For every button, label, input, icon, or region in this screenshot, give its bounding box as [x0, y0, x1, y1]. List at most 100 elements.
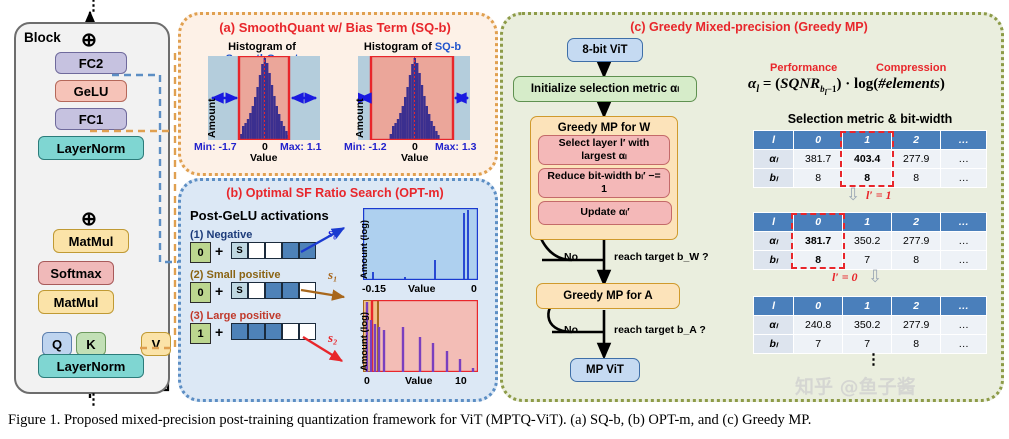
table1-rowhdr-b: bₗ — [752, 168, 795, 188]
panel-b-chart1-ylabel: Amount (log) — [359, 219, 370, 279]
node-k[interactable]: K — [76, 332, 106, 356]
node-gelu[interactable]: GeLU — [55, 80, 127, 102]
cell-sign-1: S — [231, 242, 248, 259]
table-row: αₗ 240.8 350.2 277.9 … — [752, 315, 987, 335]
flow-start[interactable]: 8-bit ViT — [567, 38, 643, 62]
node-softmax[interactable]: Softmax — [38, 261, 114, 285]
table2-alpha-1: 350.2 — [842, 231, 893, 251]
table1-alpha-1: 403.4 — [842, 149, 893, 169]
activation-row-2-cells: S — [231, 282, 316, 299]
formula-performance-label: Performance — [770, 62, 838, 74]
node-q[interactable]: Q — [42, 332, 72, 356]
table2-bits-1: 7 — [842, 250, 893, 270]
activation-row-3-cells — [231, 323, 316, 340]
table3-bits-3: … — [940, 334, 987, 354]
cell — [248, 242, 265, 259]
formula-compression-label: Compression — [876, 62, 947, 74]
cell — [282, 323, 299, 340]
table2-rowhdr-b: bₗ — [752, 250, 795, 270]
table2-bits-3: … — [940, 250, 987, 270]
hist1-zero-tick: 0 — [262, 141, 268, 153]
metric-table-1: l 0 1 2 … αₗ 381.7 403.4 277.9 … bₗ 8 8 … — [752, 130, 987, 188]
flow-no-label-1: No — [564, 251, 578, 263]
figure-caption: Figure 1. Proposed mixed-precision post-… — [8, 412, 812, 428]
table1-col-0: 0 — [793, 130, 844, 150]
table3-col-1: 1 — [842, 296, 893, 316]
node-layernorm-2[interactable]: LayerNorm — [38, 136, 144, 160]
table2-highlight-box — [791, 213, 845, 269]
tables-title: Selection metric & bit-width — [787, 112, 953, 126]
transition-arrow-1: ⇩ — [846, 185, 861, 204]
cell — [265, 323, 282, 340]
activation-row-2-bit: 0 — [190, 282, 211, 303]
hist2-ylabel: Amount — [354, 98, 366, 138]
table1-bits-0: 8 — [793, 168, 844, 188]
cell-sign-2: S — [231, 282, 248, 299]
cell — [265, 242, 282, 259]
panel-b-arrows — [300, 226, 346, 363]
hist2-title-highlight: SQ-b — [434, 41, 462, 53]
hist1-title-prefix: Histogram of — [228, 41, 296, 53]
node-layernorm-1[interactable]: LayerNorm — [38, 354, 144, 378]
tables-bottom-dots: ⋮ — [866, 351, 881, 368]
flow-no-label-2: No — [564, 324, 578, 336]
table-row: αₗ 381.7 403.4 277.9 … — [752, 149, 987, 169]
table3-col-3: … — [940, 296, 987, 316]
plus-sign-2: + — [215, 283, 224, 299]
transition-label-1: l′ = 1 — [866, 188, 892, 202]
cell — [282, 242, 299, 259]
panel-c-title: (c) Greedy Mixed-precision (Greedy MP) — [630, 20, 868, 34]
node-fc2[interactable]: FC2 — [55, 52, 127, 74]
flow-step-select-layer[interactable]: Select layer l′ with largest αₗ — [538, 135, 670, 165]
table1-bits-3: … — [940, 168, 987, 188]
table3-bits-0: 7 — [793, 334, 844, 354]
flow-step-reduce-bitwidth[interactable]: Reduce bit-width bₗ′ −= 1 — [538, 168, 670, 198]
block-top-dots: ⋮ — [86, 0, 101, 14]
activation-row-3-label: (3) Large positive — [190, 310, 282, 322]
table1-alpha-3: … — [940, 149, 987, 169]
table-row: l 0 1 2 … — [752, 212, 987, 232]
hist2-min-label: Min: -1.2 — [344, 141, 387, 153]
node-fc1[interactable]: FC1 — [55, 108, 127, 130]
node-v[interactable]: V — [141, 332, 171, 356]
table2-bits-0: 8 — [793, 250, 844, 270]
hist2-xlabel: Value — [401, 152, 429, 164]
panel-b-chart1-xmax: 0 — [471, 283, 477, 295]
block-title: Block — [24, 30, 61, 45]
flow-init[interactable]: Initialize selection metric αₗ — [513, 76, 697, 102]
table-row: bₗ 8 7 8 … — [752, 250, 987, 270]
table1-rowhdr-alpha: αₗ — [752, 149, 795, 169]
table2-alpha-3: … — [940, 231, 987, 251]
table2-bits-2: 8 — [891, 250, 942, 270]
flow-greedy-w-label: Greedy MP for W — [557, 122, 651, 134]
panel-b-chart-positive — [363, 300, 478, 372]
table2-col-3: … — [940, 212, 987, 232]
table2-rowhdr-l: l — [752, 212, 795, 232]
flow-end[interactable]: MP ViT — [570, 358, 640, 382]
flow-condition-1: reach target b_W ? — [614, 251, 709, 263]
cell — [231, 323, 248, 340]
panel-b-chart1-xlabel: Value — [408, 283, 436, 295]
node-matmul-1[interactable]: MatMul — [38, 290, 114, 314]
node-matmul-2[interactable]: MatMul — [53, 229, 129, 253]
table3-rowhdr-l: l — [752, 296, 795, 316]
table3-col-0: 0 — [793, 296, 844, 316]
cell — [282, 282, 299, 299]
hist2-title-prefix: Histogram of — [363, 41, 435, 53]
table-row: αₗ 381.7 350.2 277.9 … — [752, 231, 987, 251]
flow-greedy-a[interactable]: Greedy MP for A — [536, 283, 680, 309]
flow-step-update-alpha[interactable]: Update αₗ′ — [538, 201, 672, 225]
table2-col-1: 1 — [842, 212, 893, 232]
table1-bits-2: 8 — [891, 168, 942, 188]
table3-alpha-2: 277.9 — [891, 315, 942, 335]
cell — [265, 282, 282, 299]
table2-alpha-2: 277.9 — [891, 231, 942, 251]
table1-alpha-0: 381.7 — [793, 149, 844, 169]
plus-sign-3: + — [215, 324, 224, 340]
activation-row-1-bit: 0 — [190, 242, 211, 263]
watermark: 知乎 @鱼子酱 — [795, 376, 916, 398]
metric-table-2: l 0 1 2 … αₗ 381.7 350.2 277.9 … bₗ 8 7 … — [752, 212, 987, 270]
hist1-xlabel: Value — [250, 152, 278, 164]
table3-bits-1: 7 — [842, 334, 893, 354]
panel-b-chart2-ylabel: Amount (log) — [359, 311, 370, 371]
